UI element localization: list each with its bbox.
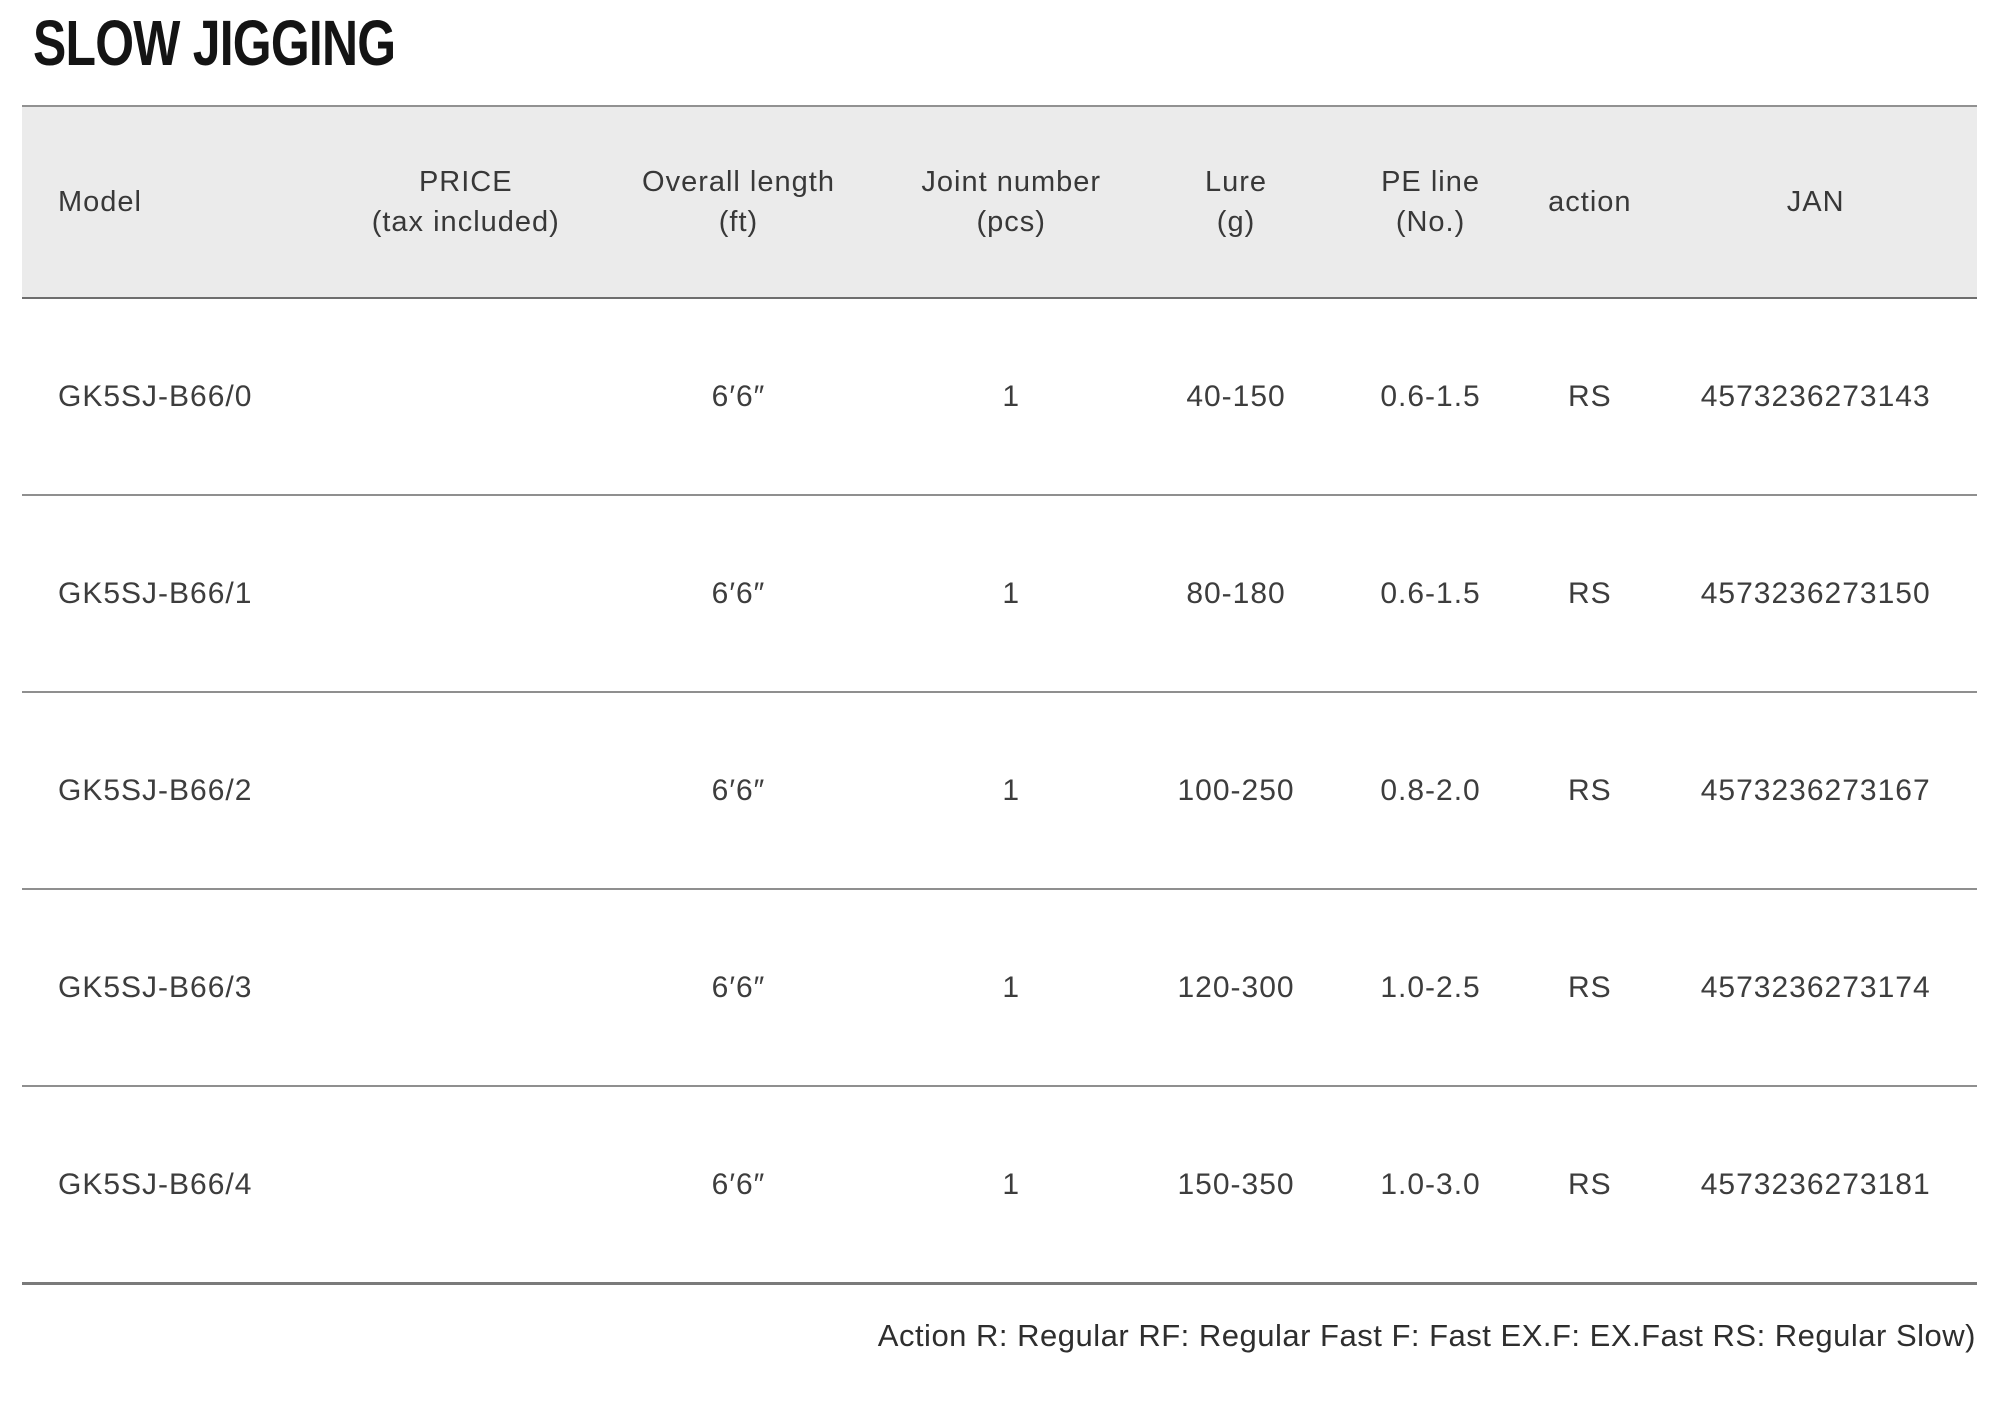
cell-action: RS bbox=[1525, 1086, 1655, 1285]
cell-lure: 100-250 bbox=[1136, 692, 1336, 890]
column-header-pe: PE line (No.) bbox=[1335, 105, 1526, 299]
cell-joint: 1 bbox=[886, 298, 1137, 496]
column-header-label: Lure bbox=[1205, 166, 1268, 198]
cell-model: GK5SJ-B66/4 bbox=[22, 1086, 341, 1285]
cell-action: RS bbox=[1525, 889, 1655, 1087]
cell-length: 6′6″ bbox=[590, 298, 887, 496]
column-header-label: Overall length bbox=[642, 166, 835, 198]
column-header-label: JAN bbox=[1786, 186, 1845, 218]
cell-pe: 0.6-1.5 bbox=[1335, 298, 1526, 496]
cell-joint: 1 bbox=[886, 495, 1137, 693]
cell-length: 6′6″ bbox=[590, 1086, 887, 1285]
column-header-action: action bbox=[1525, 105, 1655, 299]
cell-action: RS bbox=[1525, 692, 1655, 890]
cell-price bbox=[340, 889, 591, 1087]
column-header-joint: Joint number (pcs) bbox=[886, 105, 1137, 299]
column-header-lure: Lure (g) bbox=[1136, 105, 1336, 299]
column-header-sublabel: (pcs) bbox=[976, 206, 1046, 238]
spec-table-body: GK5SJ-B66/0 6′6″ 1 40-150 0.6-1.5 RS 457323627… bbox=[22, 298, 1977, 1285]
cell-jan: 4573236273174 bbox=[1654, 889, 1977, 1087]
cell-jan: 4573236273143 bbox=[1654, 298, 1977, 496]
table-row: GK5SJ-B66/3 6′6″ 1 120-300 1.0-2.5 RS 45732362… bbox=[22, 889, 1977, 1087]
table-row: GK5SJ-B66/1 6′6″ 1 80-180 0.6-1.5 RS 457323627… bbox=[22, 495, 1977, 693]
column-header-sublabel: (g) bbox=[1216, 206, 1256, 238]
cell-lure: 120-300 bbox=[1136, 889, 1336, 1087]
spec-table-el: Model PRICE (tax included) Overall length (f… bbox=[22, 105, 1977, 1285]
cell-price bbox=[340, 495, 591, 693]
page-title: SLOW JIGGING bbox=[33, 7, 396, 79]
column-header-label: action bbox=[1548, 186, 1632, 218]
column-header-sublabel: (No.) bbox=[1395, 206, 1466, 238]
cell-length: 6′6″ bbox=[590, 692, 887, 890]
cell-model: GK5SJ-B66/1 bbox=[22, 495, 341, 693]
cell-model: GK5SJ-B66/2 bbox=[22, 692, 341, 890]
cell-lure: 150-350 bbox=[1136, 1086, 1336, 1285]
action-legend: Action R: Regular RF: Regular Fast F: Fa… bbox=[877, 1318, 1976, 1353]
cell-model: GK5SJ-B66/0 bbox=[22, 298, 341, 496]
cell-pe: 0.8-2.0 bbox=[1335, 692, 1526, 890]
column-header-price: PRICE (tax included) bbox=[340, 105, 591, 299]
cell-price bbox=[340, 692, 591, 890]
column-header-label: Joint number bbox=[921, 166, 1102, 198]
column-header-sublabel: (ft) bbox=[718, 206, 759, 238]
column-header-jan: JAN bbox=[1654, 105, 1977, 299]
cell-pe: 1.0-2.5 bbox=[1335, 889, 1526, 1087]
column-header-model: Model bbox=[22, 105, 341, 299]
cell-length: 6′6″ bbox=[590, 889, 887, 1087]
column-header-length: Overall length (ft) bbox=[590, 105, 887, 299]
cell-pe: 0.6-1.5 bbox=[1335, 495, 1526, 693]
cell-price bbox=[340, 1086, 591, 1285]
table-row: GK5SJ-B66/2 6′6″ 1 100-250 0.8-2.0 RS 45732362… bbox=[22, 692, 1977, 890]
cell-joint: 1 bbox=[886, 889, 1137, 1087]
cell-joint: 1 bbox=[886, 1086, 1137, 1285]
cell-lure: 40-150 bbox=[1136, 298, 1336, 496]
cell-model: GK5SJ-B66/3 bbox=[22, 889, 341, 1087]
cell-jan: 4573236273150 bbox=[1654, 495, 1977, 693]
cell-action: RS bbox=[1525, 298, 1655, 496]
cell-joint: 1 bbox=[886, 692, 1137, 890]
cell-pe: 1.0-3.0 bbox=[1335, 1086, 1526, 1285]
column-header-label: Model bbox=[58, 186, 142, 218]
cell-jan: 4573236273167 bbox=[1654, 692, 1977, 890]
cell-price bbox=[340, 298, 591, 496]
table-row: GK5SJ-B66/0 6′6″ 1 40-150 0.6-1.5 RS 457323627… bbox=[22, 298, 1977, 496]
cell-lure: 80-180 bbox=[1136, 495, 1336, 693]
spec-table: Model PRICE (tax included) Overall length (f… bbox=[22, 105, 1977, 1285]
column-header-label: PE line bbox=[1381, 166, 1480, 198]
header-row: Model PRICE (tax included) Overall length (f… bbox=[22, 105, 1977, 299]
column-header-sublabel: (tax included) bbox=[371, 206, 560, 238]
cell-length: 6′6″ bbox=[590, 495, 887, 693]
table-row: GK5SJ-B66/4 6′6″ 1 150-350 1.0-3.0 RS 45732362… bbox=[22, 1086, 1977, 1285]
column-header-label: PRICE bbox=[418, 166, 513, 198]
cell-action: RS bbox=[1525, 495, 1655, 693]
cell-jan: 4573236273181 bbox=[1654, 1086, 1977, 1285]
